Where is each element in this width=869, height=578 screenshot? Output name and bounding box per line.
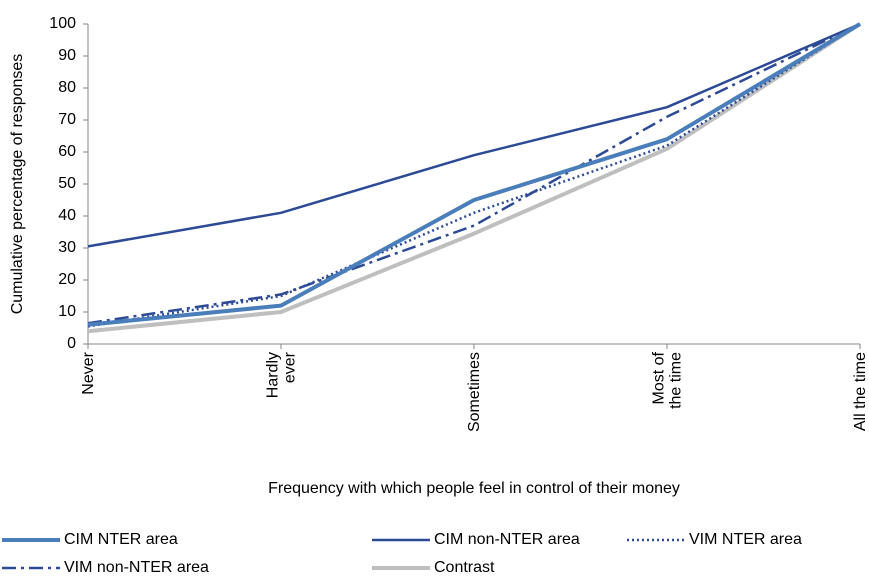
series-line bbox=[87, 22, 861, 248]
y-tick-label: 50 bbox=[58, 175, 76, 192]
y-tick-label: 70 bbox=[58, 111, 76, 128]
x-tick-label: All the time bbox=[852, 352, 869, 431]
x-tick-label-line: ever bbox=[282, 351, 299, 383]
series-line bbox=[87, 22, 862, 334]
y-tick-label: 0 bbox=[67, 335, 76, 352]
x-tick-label-line: Hardly bbox=[265, 352, 282, 398]
x-axis-title: Frequency with which people feel in cont… bbox=[268, 480, 680, 497]
y-tick-label: 100 bbox=[49, 15, 76, 32]
x-tick-label-line: All the time bbox=[852, 352, 869, 431]
x-tick-label: Hardlyever bbox=[265, 351, 299, 398]
x-tick-label: Most ofthe time bbox=[651, 351, 685, 408]
series-line bbox=[87, 22, 862, 327]
y-tick-label: 80 bbox=[58, 79, 76, 96]
y-axis-title: Cumulative percentage of responses bbox=[9, 54, 26, 315]
legend-label: Contrast bbox=[434, 559, 495, 576]
y-tick-label: 90 bbox=[58, 47, 76, 64]
y-tick-label: 10 bbox=[58, 303, 76, 320]
series-line bbox=[87, 22, 861, 328]
x-tick-label-line: Sometimes bbox=[466, 352, 483, 432]
x-tick-label: Sometimes bbox=[466, 352, 483, 432]
y-tick-label: 60 bbox=[58, 143, 76, 160]
x-tick-label: Never bbox=[80, 351, 97, 394]
x-tick-label-line: Never bbox=[80, 351, 97, 394]
series-line bbox=[87, 22, 861, 325]
y-tick-label: 30 bbox=[58, 239, 76, 256]
legend-label: VIM non-NTER area bbox=[64, 559, 209, 576]
legend-label: CIM NTER area bbox=[64, 531, 178, 548]
x-tick-label-line: Most of bbox=[651, 351, 668, 404]
y-tick-label: 40 bbox=[58, 207, 76, 224]
legend-label: CIM non-NTER area bbox=[434, 531, 580, 548]
legend-label: VIM NTER area bbox=[689, 531, 802, 548]
y-tick-label: 20 bbox=[58, 271, 76, 288]
x-tick-label-line: the time bbox=[668, 352, 685, 409]
